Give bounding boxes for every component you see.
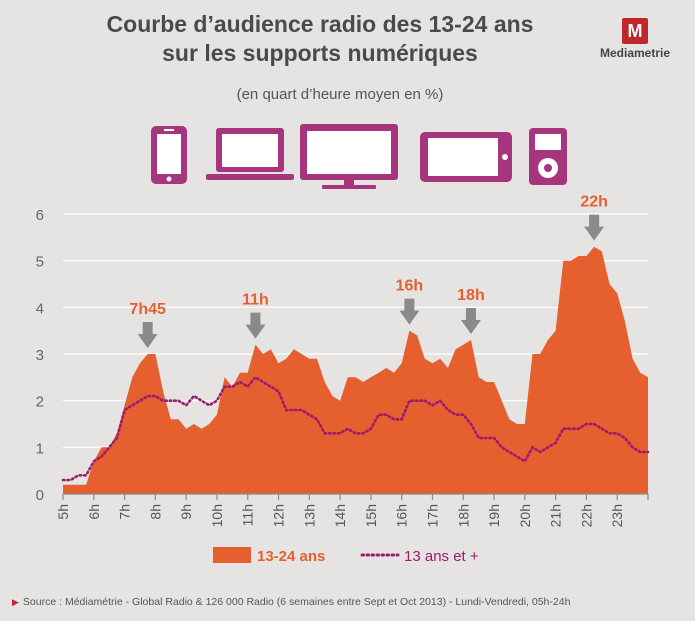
peak-arrow-icon <box>137 322 158 348</box>
x-tick-label: 17h <box>424 504 440 527</box>
x-tick-label: 18h <box>455 504 471 527</box>
y-tick-label: 6 <box>36 207 44 224</box>
x-tick-label: 22h <box>578 504 594 527</box>
legend-swatch-13-24 <box>213 547 251 563</box>
x-tick-label: 19h <box>486 504 502 527</box>
smartphone-icon <box>151 126 187 184</box>
peak-arrow-icon <box>584 214 605 241</box>
peak-label: 22h <box>580 194 608 211</box>
peak-label: 11h <box>242 292 269 309</box>
x-tick-label: 14h <box>332 504 348 527</box>
device-icons <box>151 124 567 189</box>
y-tick-label: 5 <box>36 254 44 271</box>
mediametrie-logo: M Mediametrie <box>590 18 680 68</box>
logo-mark: M <box>622 18 648 44</box>
tablet-icon <box>420 132 512 182</box>
x-tick-label: 10h <box>209 504 225 527</box>
y-tick-label: 0 <box>36 487 44 504</box>
x-tick-label: 16h <box>394 504 410 527</box>
chart-title: Courbe d’audience radio des 13-24 ans su… <box>60 10 580 68</box>
bullet-arrow-icon: ▶ <box>12 597 19 607</box>
peak-arrow-icon <box>460 308 481 334</box>
tv-icon <box>300 124 398 189</box>
title-line-2: sur les supports numériques <box>162 40 478 66</box>
peak-label: 16h <box>396 278 424 295</box>
y-tick-label: 2 <box>36 394 44 411</box>
x-tick-label: 5h <box>55 504 71 520</box>
x-tick-label: 11h <box>240 504 256 526</box>
x-tick-label: 20h <box>517 504 533 527</box>
y-tick-label: 4 <box>36 300 44 317</box>
x-tick-label: 13h <box>301 504 317 527</box>
series-area-13-24 <box>63 246 648 494</box>
mp3-player-icon <box>529 128 567 185</box>
y-tick-label: 1 <box>36 440 44 457</box>
legend-label-13-plus: 13 ans et + <box>404 548 479 565</box>
peak-label: 7h45 <box>129 301 166 318</box>
x-tick-label: 23h <box>609 504 625 527</box>
legend-label-13-24: 13-24 ans <box>257 548 325 565</box>
source-text: Source : Médiamétrie - Global Radio & 12… <box>22 596 571 608</box>
audience-chart: 0 1 2 3 4 5 6 5h 6h 7h 8h 9h 10h 11h 12h 13h 14h 15h 16h 17… <box>36 194 650 565</box>
x-tick-label: 8h <box>147 504 163 520</box>
x-tick-label: 6h <box>86 504 102 520</box>
x-tick-label: 15h <box>363 504 379 527</box>
x-tick-label: 9h <box>178 504 194 520</box>
x-tick-label: 21h <box>548 504 564 527</box>
logo-text: Mediametrie <box>599 46 671 60</box>
peak-arrow-icon <box>245 312 266 339</box>
y-tick-label: 3 <box>36 347 44 364</box>
series-line-13-plus <box>61 375 650 482</box>
title-line-1: Courbe d’audience radio des 13-24 ans <box>106 11 534 37</box>
source-note: ▶ Source : Médiamétrie - Global Radio & 1… <box>12 596 570 608</box>
peak-label: 18h <box>457 287 485 304</box>
peak-arrow-icon <box>399 298 420 325</box>
x-tick-label: 12h <box>271 504 287 527</box>
x-tick-label: 7h <box>117 504 133 520</box>
laptop-icon <box>206 128 294 180</box>
chart-subtitle: (en quart d’heure moyen en %) <box>236 86 444 103</box>
